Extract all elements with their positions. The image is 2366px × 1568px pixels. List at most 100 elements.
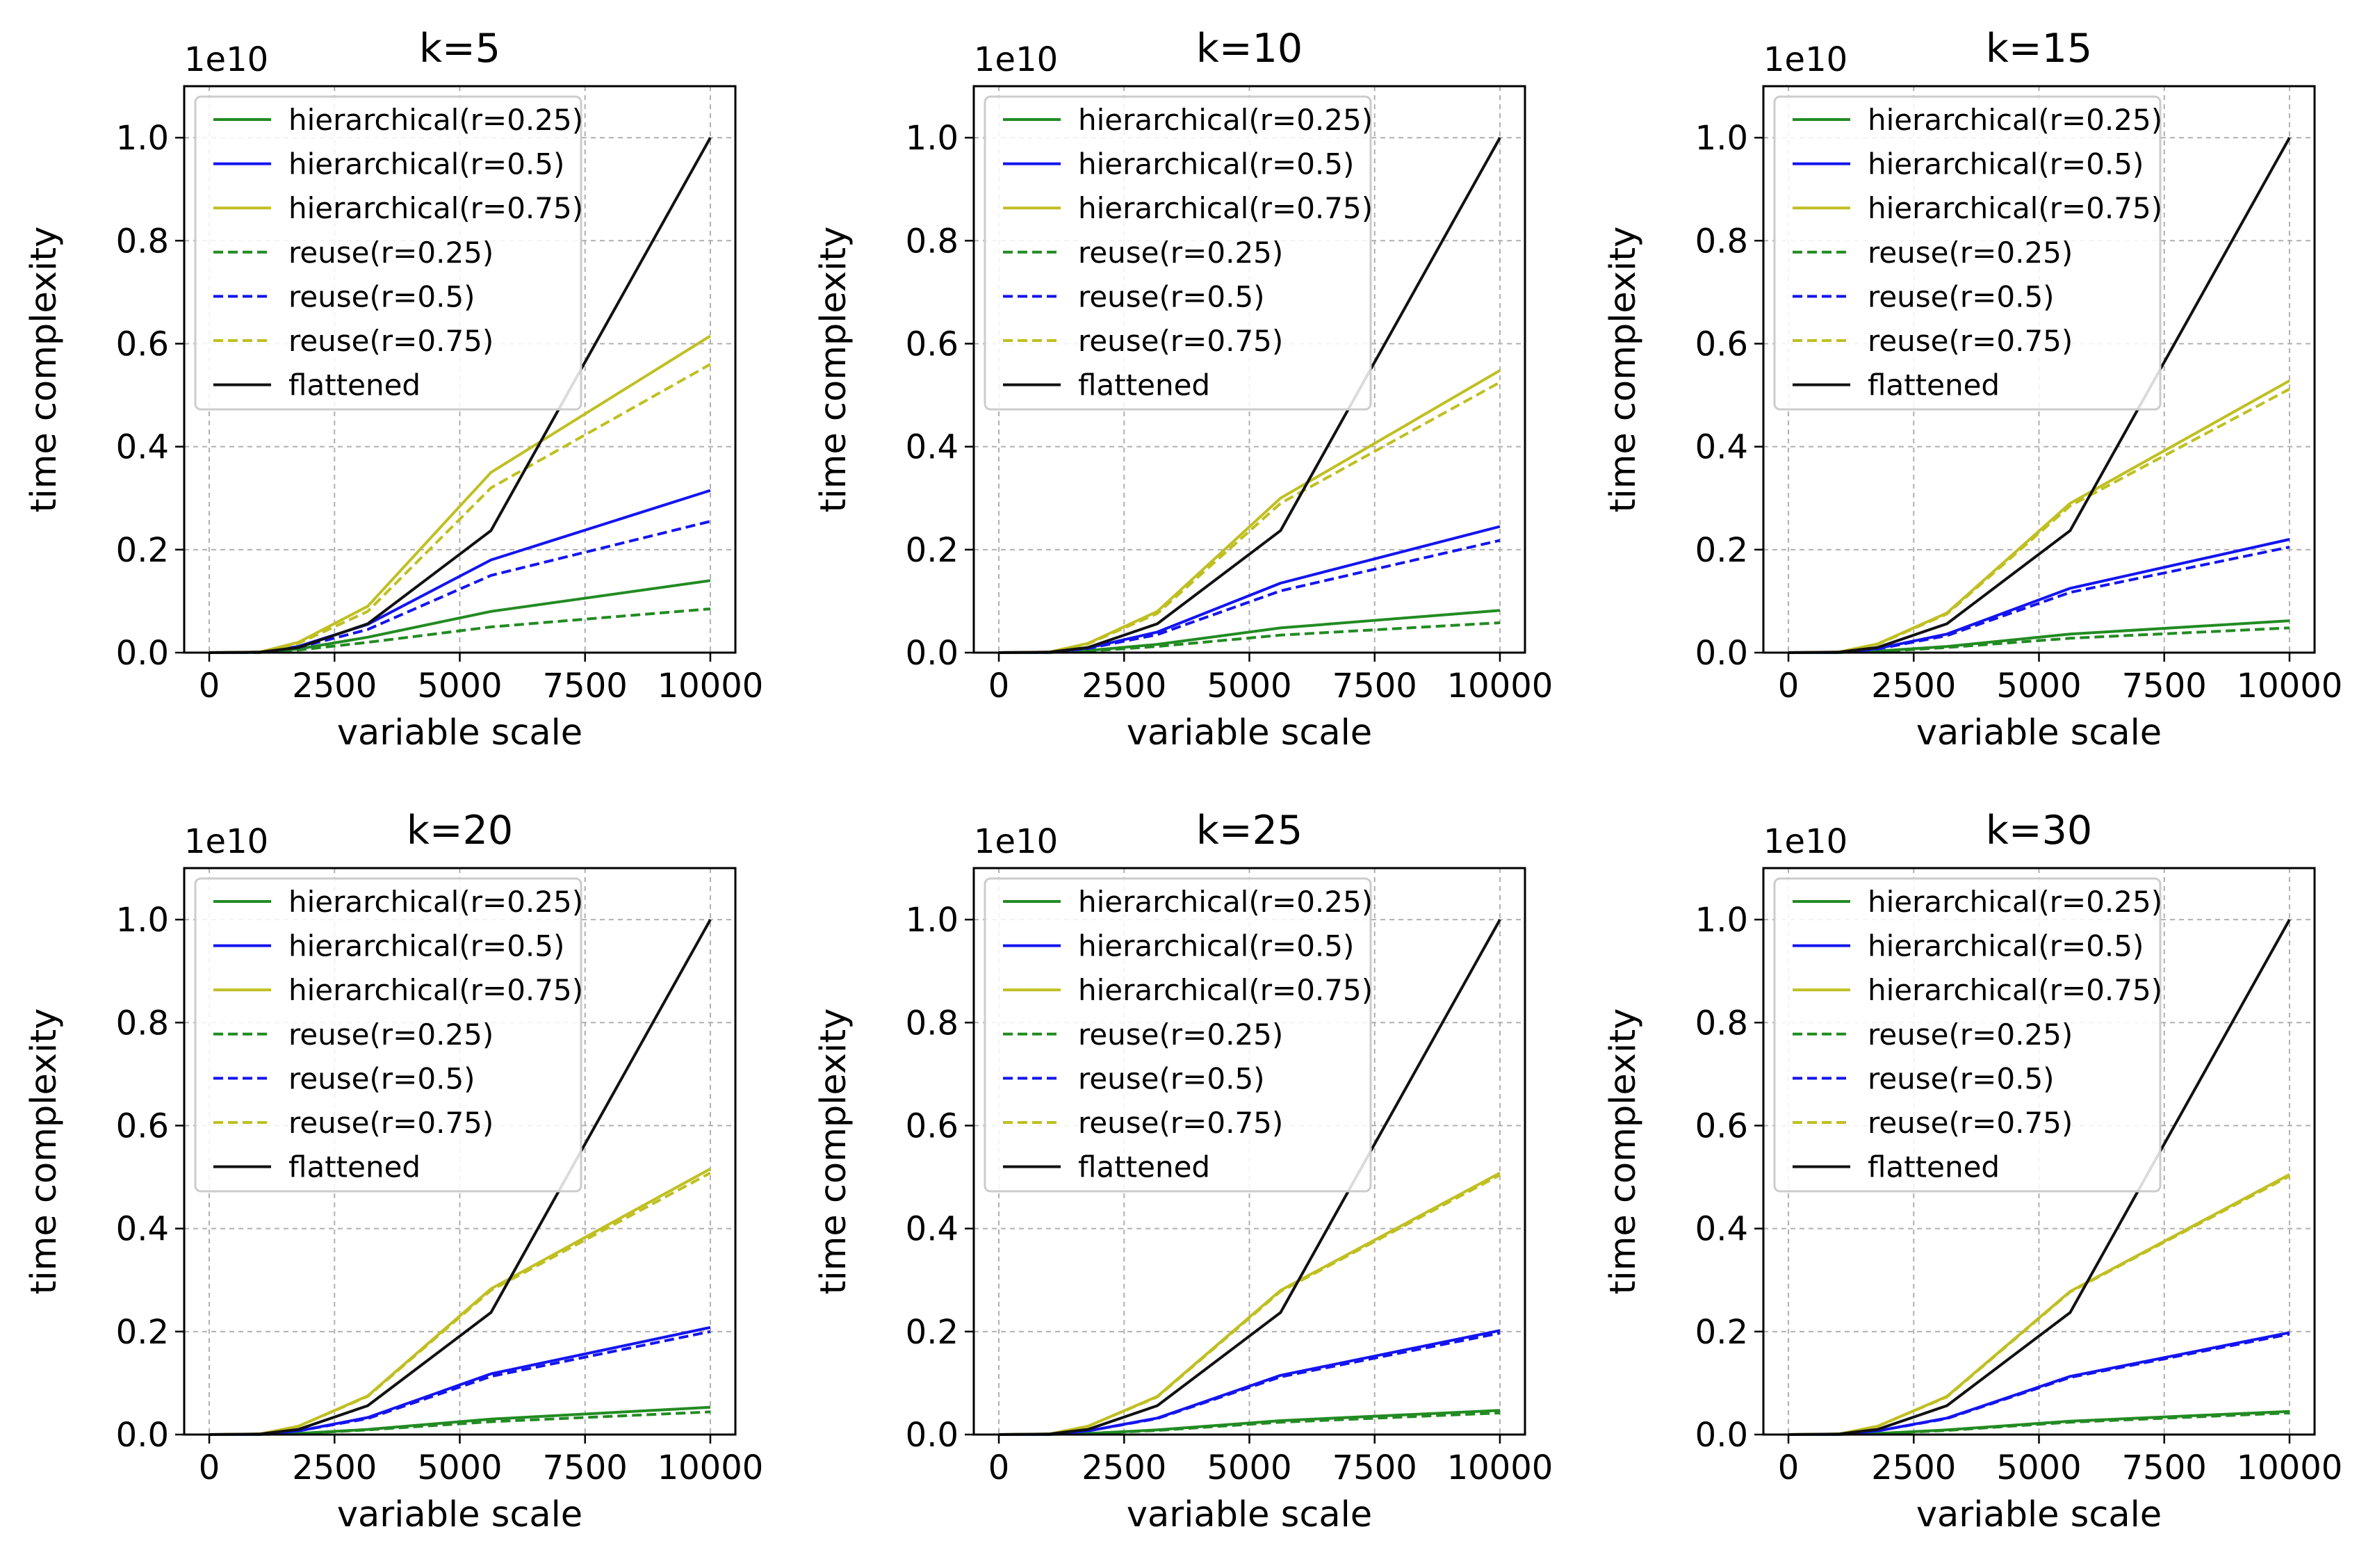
panel-4-ytick-label-3: 0.6 [116, 1106, 169, 1145]
panel-6-legend-label-flat: flattened [1868, 1150, 2000, 1184]
panel-1-title: k=5 [419, 26, 500, 72]
panel-2-legend: hierarchical(r=0.25) hierarchical(r=0.5) h… [984, 95, 1373, 411]
panel-5-ytick-label-1: 0.2 [906, 1313, 958, 1352]
panel-2-ytick-label-0: 0.0 [906, 634, 958, 673]
panel-1-y-multiplier: 1e10 [184, 40, 268, 79]
panel-1-legend-box [194, 95, 582, 411]
panel-1-legend: hierarchical(r=0.25) hierarchical(r=0.5) h… [194, 95, 583, 411]
panel-2-legend-label-h75: hierarchical(r=0.75) [1078, 191, 1373, 225]
panel-3-ytick-label-5: 1.0 [1695, 119, 1748, 158]
panel-5-xtick-label-2: 5000 [1207, 1448, 1291, 1487]
panel-4-xtick-label-0: 0 [199, 1448, 220, 1487]
panel-3-legend-label-r75: reuse(r=0.75) [1868, 324, 2073, 358]
panel-2-ytick-label-2: 0.4 [906, 428, 958, 467]
panel-1: 0 2500 5000 7500 10000 0.0 0.2 0.4 0.6 0.8 1.0 1e10… [24, 26, 763, 753]
panel-1-ytick-label-5: 1.0 [116, 119, 169, 158]
panel-6-legend-label-h50: hierarchical(r=0.5) [1868, 929, 2144, 963]
panel-2-series-r75 [998, 381, 1501, 654]
panel-6-ytick-label-4: 0.8 [1695, 1004, 1748, 1043]
panel-4-ytick-label-5: 1.0 [116, 901, 169, 940]
panel-1-legend-label-h50: hierarchical(r=0.5) [288, 147, 564, 181]
panel-1-legend-label-r75: reuse(r=0.75) [288, 324, 493, 358]
panel-6-ytick-label-2: 0.4 [1695, 1210, 1748, 1249]
panel-5-title: k=25 [1196, 808, 1303, 854]
panel-5-ytick-label-0: 0.0 [906, 1416, 958, 1455]
panel-1-ytick-label-3: 0.6 [116, 325, 169, 364]
panel-2-xtick-label-2: 5000 [1207, 667, 1291, 705]
panel-2-series-r50 [998, 539, 1501, 654]
panel-5-ytick-label-2: 0.4 [906, 1210, 958, 1249]
panel-4: 0 2500 5000 7500 10000 0.0 0.2 0.4 0.6 0.8 1.0 1e10… [24, 808, 763, 1535]
panel-1-xlabel: variable scale [337, 712, 582, 753]
panel-2-series-h50 [998, 525, 1501, 654]
panel-3-ytick-label-0: 0.0 [1695, 634, 1748, 673]
panel-3-xtick-label-3: 7500 [2122, 667, 2207, 705]
panel-4-series-r75 [209, 1171, 711, 1436]
panel-4-legend-label-h25: hierarchical(r=0.25) [288, 885, 583, 919]
panel-2-ytick-label-3: 0.6 [906, 325, 958, 364]
panel-4-xlabel: variable scale [337, 1494, 582, 1535]
panel-3-title: k=15 [1986, 26, 2092, 72]
panel-5-legend-box [984, 877, 1372, 1193]
panel-2-legend-label-r75: reuse(r=0.75) [1078, 324, 1283, 358]
panel-1-ytick-label-2: 0.4 [116, 428, 169, 467]
panel-3-xtick-label-4: 10000 [2237, 667, 2343, 705]
panel-6-y-multiplier: 1e10 [1763, 822, 1847, 861]
panel-2-legend-box [984, 95, 1372, 411]
panel-1-xtick-label-3: 7500 [543, 667, 628, 705]
panel-2-legend-label-r25: reuse(r=0.25) [1078, 236, 1283, 270]
panel-4-ytick-label-2: 0.4 [116, 1210, 169, 1249]
panel-3-ytick-label-3: 0.6 [1695, 325, 1748, 364]
panel-5-legend-label-r50: reuse(r=0.5) [1078, 1061, 1265, 1095]
panel-1-legend-label-h25: hierarchical(r=0.25) [288, 103, 583, 137]
panel-5-ytick-label-4: 0.8 [906, 1004, 958, 1043]
panel-5-series-r50 [998, 1332, 1501, 1436]
panel-4-legend-label-h50: hierarchical(r=0.5) [288, 929, 564, 963]
panel-1-legend-label-flat: flattened [288, 368, 421, 402]
panel-5-legend-label-r25: reuse(r=0.25) [1078, 1018, 1283, 1052]
panel-6-legend-box [1773, 877, 2162, 1193]
panel-4-ytick-label-1: 0.2 [116, 1313, 169, 1352]
panel-1-legend-label-r50: reuse(r=0.5) [288, 279, 475, 313]
panel-5-xtick-label-0: 0 [988, 1448, 1010, 1487]
panel-4-series-r50 [209, 1330, 711, 1436]
panel-3-legend-label-r50: reuse(r=0.5) [1868, 279, 2055, 313]
panel-4-y-multiplier: 1e10 [184, 822, 268, 861]
panel-4-legend-label-flat: flattened [288, 1150, 421, 1184]
panel-1-ytick-label-4: 0.8 [116, 222, 169, 261]
panel-5-legend: hierarchical(r=0.25) hierarchical(r=0.5) h… [984, 877, 1373, 1193]
panel-3-series-r50 [1788, 546, 2290, 654]
panel-1-series-r50 [209, 520, 711, 654]
panel-6-xtick-label-3: 7500 [2122, 1448, 2207, 1487]
panel-4-series-h50 [209, 1325, 711, 1436]
panel-3-xtick-label-0: 0 [1778, 667, 1800, 705]
panel-1-legend-label-h75: hierarchical(r=0.75) [288, 191, 583, 225]
panel-4-xtick-label-1: 2500 [292, 1448, 377, 1487]
panel-3: 0 2500 5000 7500 10000 0.0 0.2 0.4 0.6 0.8 1.0 1e10… [1603, 26, 2342, 753]
panel-6-xtick-label-4: 10000 [2237, 1448, 2343, 1487]
panel-6-xtick-label-0: 0 [1778, 1448, 1800, 1487]
panel-1-series-r25 [209, 607, 711, 654]
panel-4-ylabel: time complexity [24, 1008, 65, 1295]
panel-4-xtick-label-2: 5000 [417, 1448, 502, 1487]
panel-6-xtick-label-1: 2500 [1871, 1448, 1956, 1487]
panel-4-legend-label-h75: hierarchical(r=0.75) [288, 973, 583, 1007]
panel-6-title: k=30 [1986, 808, 2092, 854]
panel-2-legend-label-flat: flattened [1078, 368, 1210, 402]
panel-2-xlabel: variable scale [1127, 712, 1372, 753]
panel-6-legend-label-r50: reuse(r=0.5) [1868, 1061, 2055, 1095]
panel-5-ylabel: time complexity [813, 1008, 854, 1295]
panel-6-xlabel: variable scale [1916, 1494, 2162, 1535]
panel-3-legend-label-flat: flattened [1868, 368, 2000, 402]
panel-6-series-r50 [1788, 1332, 2290, 1436]
panel-5-y-multiplier: 1e10 [974, 822, 1058, 861]
panel-5-ytick-label-5: 1.0 [906, 901, 958, 940]
panel-1-ylabel: time complexity [24, 227, 65, 513]
panel-1-xtick-label-2: 5000 [417, 667, 502, 705]
panel-5-legend-label-h50: hierarchical(r=0.5) [1078, 929, 1354, 963]
panel-3-legend-label-h75: hierarchical(r=0.75) [1868, 191, 2162, 225]
panel-2-ylabel: time complexity [813, 227, 854, 513]
panel-6-ytick-label-3: 0.6 [1695, 1106, 1748, 1145]
panel-5-xtick-label-3: 7500 [1332, 1448, 1417, 1487]
